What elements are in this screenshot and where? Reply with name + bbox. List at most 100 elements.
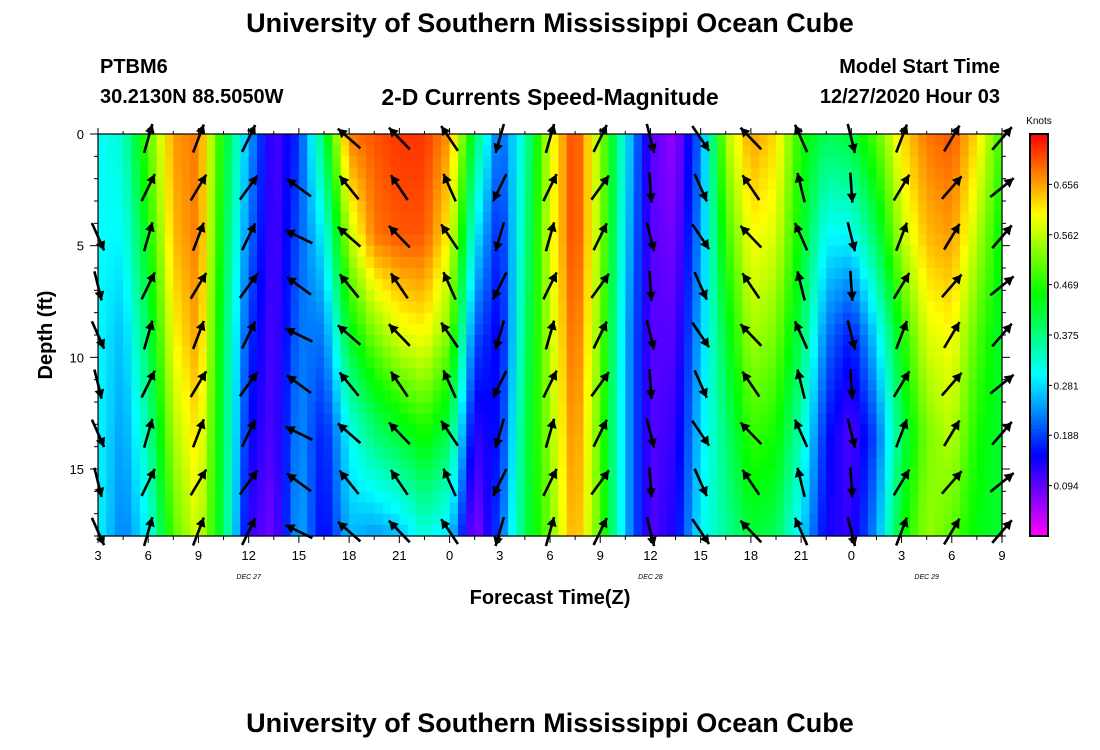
heatmap-cell [139,268,149,280]
heatmap-cell [909,457,919,470]
heatmap-cell [349,357,359,370]
heatmap-cell [851,268,861,280]
current-arrow [191,418,206,448]
heatmap-cell [884,189,894,202]
y-axis-label: Depth (ft) [35,291,57,380]
heatmap-cell [265,201,275,213]
heatmap-cell [190,524,200,537]
heatmap-cell [976,279,986,291]
heatmap-cell [290,446,300,459]
heatmap-cell [842,234,852,247]
heatmap-cell [106,480,116,492]
heatmap-cell [248,446,258,459]
heatmap-cell [474,223,484,236]
heatmap-cell [441,379,451,392]
heatmap-cell [290,335,300,347]
heatmap-cell [173,413,183,425]
heatmap-cell [181,323,191,336]
heatmap-cell [173,290,183,303]
heatmap-cell [474,279,484,291]
heatmap-cell [516,357,526,370]
heatmap-cell [516,189,526,202]
heatmap-cell [365,480,375,492]
current-arrow [387,224,411,249]
heatmap-cell [265,301,275,314]
heatmap-cell [876,134,886,146]
heatmap-cell [759,189,769,202]
heatmap-cell [508,502,518,515]
heatmap-cell [332,167,342,180]
heatmap-cell [114,480,124,492]
heatmap-cell [700,424,710,437]
heatmap-cell [608,312,618,325]
heatmap-cell [524,502,534,515]
heatmap-cell [365,301,375,314]
heatmap-cell [600,212,610,224]
heatmap-cell [190,234,200,247]
heatmap-cell [968,301,978,314]
heatmap-cell [357,145,367,157]
heatmap-cell [298,424,308,437]
heatmap-cell [508,290,518,303]
heatmap-cell [332,145,342,157]
heatmap-cell [399,457,409,470]
heatmap-cell [449,413,459,425]
current-arrow [240,517,257,546]
heatmap-cell [558,201,568,213]
heatmap-cell [164,167,174,180]
heatmap-cell [340,290,350,303]
heatmap-cell [282,502,292,515]
heatmap-cell [658,502,668,515]
colorbar-step [1030,341,1048,346]
heatmap-cell [725,457,735,470]
heatmap-cell [307,368,317,381]
heatmap-cell [776,346,785,358]
heatmap-cell [734,268,744,280]
heatmap-cell [98,379,107,392]
heatmap-cell [114,368,124,381]
heatmap-cell [868,513,878,526]
heatmap-cell [215,323,225,336]
heatmap-cell [943,312,953,325]
heatmap-cell [692,513,702,526]
heatmap-cell [767,446,777,459]
heatmap-cell [583,312,593,325]
heatmap-cell [859,513,869,526]
heatmap-cell [935,469,945,481]
heatmap-cell [792,446,802,459]
heatmap-cell [240,323,250,336]
heatmap-cell [340,134,350,146]
heatmap-cell [767,357,777,370]
colorbar-step [1030,224,1048,229]
heatmap-cell [600,390,610,403]
heatmap-cell [198,524,208,537]
heatmap-cell [524,323,534,336]
heatmap-cell [533,346,543,358]
heatmap-cell [365,290,375,303]
heatmap-cell [139,301,149,314]
heatmap-cell [591,279,601,291]
heatmap-cell [935,134,945,146]
colorbar-step [1030,391,1048,396]
heatmap-cell [516,346,526,358]
heatmap-cell [156,201,166,213]
heatmap-cell [868,457,878,470]
heatmap-cell [901,201,911,213]
heatmap-cell [290,189,300,202]
heatmap-cell [642,368,652,381]
heatmap-cell [273,457,283,470]
heatmap-cell [148,290,158,303]
heatmap-cell [667,268,677,280]
heatmap-cell [181,390,191,403]
heatmap-cell [365,223,375,236]
heatmap-cell [926,469,936,481]
heatmap-cell [449,223,459,236]
heatmap-cell [901,379,911,392]
heatmap-cell [340,402,350,414]
colorbar-step [1030,221,1048,225]
heatmap-cell [357,480,367,492]
heatmap-cell [842,424,852,437]
heatmap-cell [717,524,727,537]
colorbar-step [1030,201,1048,205]
heatmap-cell [407,134,417,146]
